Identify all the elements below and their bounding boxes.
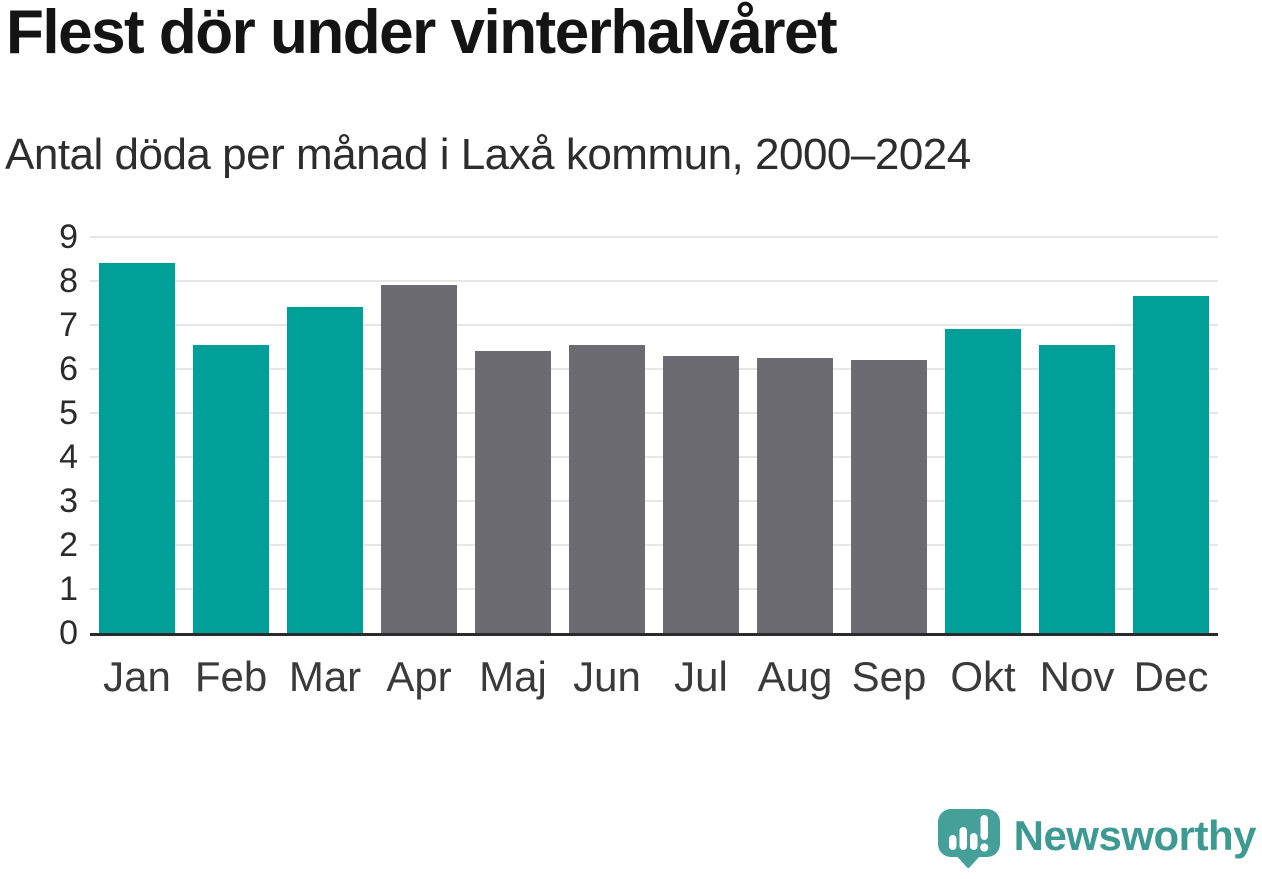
y-tick-label-3: 3 — [59, 482, 78, 521]
bar-sep — [851, 360, 927, 633]
gridline-3 — [90, 500, 1218, 503]
bar-maj — [475, 351, 551, 633]
gridline-7 — [90, 324, 1218, 326]
gridline-5 — [90, 412, 1218, 414]
y-tick-label-1: 1 — [59, 570, 78, 608]
bar-slot-apr — [372, 237, 466, 633]
x-tick-label-mar: Mar — [288, 653, 362, 700]
x-tick-label-sep: Sep — [851, 653, 927, 700]
bar-slot-jan — [90, 237, 184, 633]
logo-exclamation-bar — [980, 815, 988, 840]
bar-slot-feb — [184, 237, 278, 633]
x-tick-label-feb: Feb — [194, 653, 268, 700]
x-tick-label-jan: Jan — [103, 653, 171, 700]
logo-bar-1 — [948, 835, 957, 850]
bar-slot-maj — [466, 237, 560, 633]
bar-okt — [945, 329, 1021, 633]
bar-apr — [381, 285, 457, 633]
newsworthy-logo-icon — [937, 808, 1001, 873]
y-tick-label-5: 5 — [59, 394, 78, 432]
y-axis: 0 1 2 3 4 5 6 7 8 9 — [0, 220, 78, 650]
gridline-6 — [90, 368, 1218, 371]
logo-exclamation-dot — [979, 843, 988, 852]
bar-slot-mar — [278, 237, 372, 633]
bar-slot-nov — [1030, 237, 1124, 633]
y-tick-label-0: 0 — [59, 614, 78, 652]
gridline-8 — [90, 280, 1218, 282]
bar-aug — [757, 358, 833, 633]
bar-slot-jul — [654, 237, 748, 633]
y-tick-label-6: 6 — [59, 350, 78, 389]
bar-mar — [287, 307, 363, 633]
chart-subtitle: Antal döda per månad i Laxå kommun, 2000… — [5, 130, 971, 179]
bar-jan — [99, 263, 175, 633]
y-tick-label-7: 7 — [59, 306, 78, 344]
brand-name: Newsworthy — [1013, 811, 1257, 859]
bar-slot-jun — [560, 237, 654, 633]
x-tick-label-jul: Jul — [674, 653, 728, 700]
bar-nov — [1039, 344, 1115, 633]
y-tick-label-2: 2 — [59, 526, 78, 564]
gridline-1 — [90, 588, 1218, 590]
bar-jun — [569, 344, 645, 633]
bar-jul — [663, 355, 739, 633]
y-tick-label-8: 8 — [59, 262, 78, 300]
bar-slot-sep — [842, 237, 936, 633]
y-tick-label-9: 9 — [59, 218, 78, 256]
gridline-2 — [90, 544, 1218, 546]
x-tick-label-aug: Aug — [757, 653, 833, 700]
plot-area — [90, 236, 1218, 636]
bars-row — [90, 237, 1218, 633]
bar-dec — [1133, 296, 1209, 633]
gridline-9 — [90, 236, 1218, 238]
gridline-4 — [90, 456, 1218, 458]
x-tick-label-apr: Apr — [386, 653, 452, 700]
speech-bubble-shape — [937, 809, 1000, 869]
logo-bar-3 — [969, 833, 978, 850]
bar-slot-okt — [936, 237, 1030, 633]
x-tick-label-maj: Maj — [479, 653, 547, 700]
gridlines — [90, 236, 1218, 633]
bar-slot-aug — [748, 237, 842, 633]
x-tick-label-jun: Jun — [573, 653, 641, 700]
logo-bar-2 — [959, 827, 967, 850]
x-tick-label-dec: Dec — [1133, 653, 1209, 700]
y-tick-label-4: 4 — [59, 438, 78, 476]
x-tick-label-okt: Okt — [950, 653, 1016, 700]
bar-slot-dec — [1124, 237, 1218, 633]
x-tick-label-nov: Nov — [1039, 653, 1115, 700]
x-axis: Jan Feb Mar Apr Maj Jun Jul Aug Sep Okt Nov Dec — [90, 636, 1218, 698]
bar-feb — [193, 344, 269, 633]
chart-title: Flest dör under vinterhalvåret — [6, 0, 838, 67]
brand-footer: Newsworthy — [937, 808, 1257, 873]
